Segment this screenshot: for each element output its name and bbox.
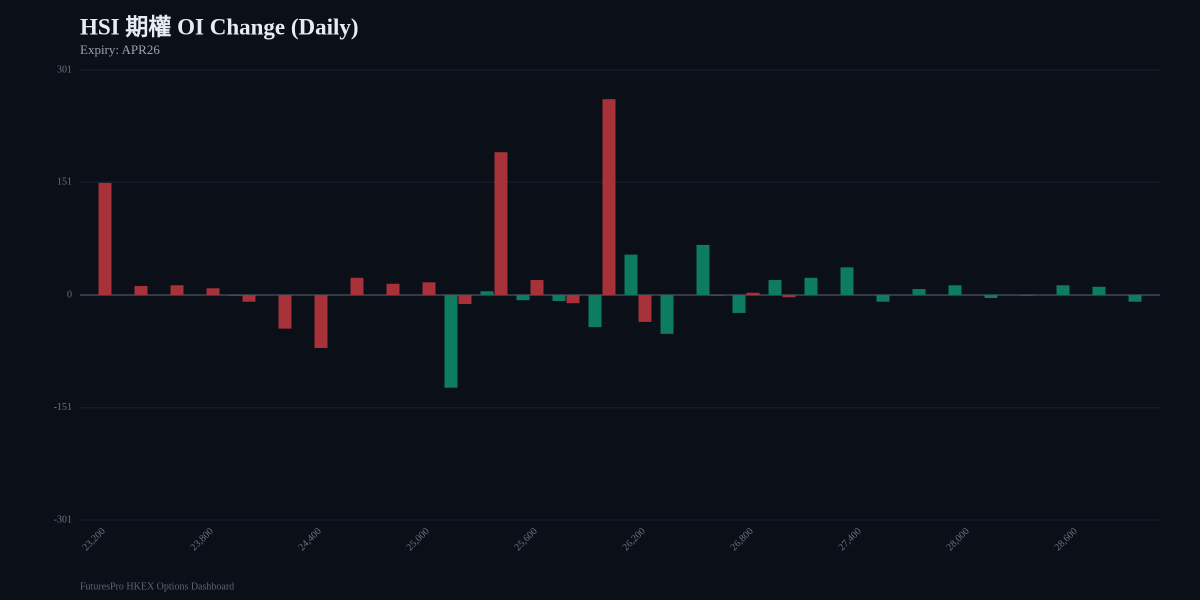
bar [768, 280, 782, 295]
bar [350, 277, 364, 295]
bar [1020, 295, 1034, 296]
bar [984, 295, 998, 298]
bar [732, 295, 746, 313]
bar [804, 277, 818, 295]
bar [1056, 285, 1070, 295]
bar [602, 99, 616, 295]
bar [444, 295, 458, 388]
bar [624, 254, 638, 295]
bar [314, 295, 328, 349]
bar [242, 295, 256, 302]
chart-title: HSI 期權 OI Change (Daily) [80, 13, 359, 39]
y-tick-label: -151 [54, 402, 72, 413]
bar [912, 289, 926, 295]
bar [588, 295, 602, 328]
chart-subtitle: Expiry: APR26 [80, 42, 160, 57]
y-tick-label: 151 [57, 176, 72, 187]
bar [170, 285, 184, 295]
bar [552, 295, 566, 301]
bar [422, 282, 436, 295]
bar [206, 288, 220, 295]
bar [278, 295, 292, 329]
bar [134, 286, 148, 295]
bar [494, 152, 508, 295]
bar [876, 295, 890, 302]
bar [480, 291, 494, 295]
bar [386, 283, 400, 295]
bar [566, 295, 580, 304]
bar [1128, 295, 1142, 302]
bar [696, 244, 710, 295]
bar [948, 285, 962, 295]
bar [228, 295, 242, 296]
bar [710, 295, 724, 296]
bar [516, 295, 530, 301]
bar [840, 267, 854, 295]
bar [458, 295, 472, 304]
y-tick-label: 0 [67, 289, 72, 300]
bar [746, 292, 760, 295]
bar [638, 295, 652, 322]
footer: FuturesPro HKEX Options Dashboard [80, 581, 234, 592]
bar [98, 182, 112, 295]
y-tick-label: -301 [54, 514, 72, 525]
bar [782, 295, 796, 298]
bar [660, 295, 674, 334]
bar [530, 280, 544, 295]
bar [1092, 286, 1106, 295]
y-tick-label: 301 [57, 64, 72, 75]
